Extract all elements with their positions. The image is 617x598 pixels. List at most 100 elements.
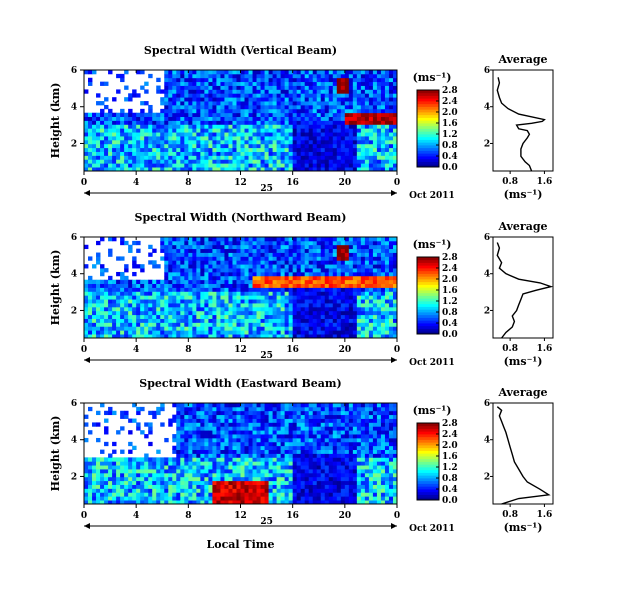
heatmap-cell: [176, 406, 181, 412]
heatmap-cell: [328, 81, 334, 86]
heatmap-cell: [104, 128, 109, 133]
heatmap-cell: [328, 322, 334, 327]
heatmap-cell: [240, 283, 245, 288]
heatmap-cell: [364, 81, 370, 86]
heatmap-cell: [268, 318, 273, 323]
heatmap-cell: [328, 326, 334, 331]
heatmap-cell: [108, 496, 113, 501]
heatmap-cell: [316, 143, 322, 149]
heatmap-cell: [220, 264, 225, 269]
heatmap-cell: [152, 314, 157, 319]
heatmap-cell: [316, 260, 322, 265]
heatmap-cell: [252, 264, 257, 269]
heatmap-cell: [172, 330, 177, 335]
heatmap-cell: [276, 240, 282, 246]
heatmap-cell: [144, 283, 149, 288]
heatmap-cell: [348, 151, 354, 156]
heatmap-cell: [164, 260, 169, 265]
heatmap-cell: [276, 291, 282, 296]
heatmap-cell: [284, 147, 290, 152]
heatmap-cell: [292, 334, 298, 339]
heatmap-cell: [228, 492, 233, 497]
heatmap-cell: [96, 322, 101, 327]
heatmap-cell: [248, 434, 253, 439]
heatmap-cell: [308, 299, 314, 304]
heatmap-cell: [116, 303, 121, 308]
heatmap-cell: [332, 108, 338, 114]
heatmap-cell: [104, 291, 109, 296]
heatmap-cell: [300, 252, 306, 257]
heatmap-cell: [192, 70, 197, 75]
heatmap-cell: [120, 476, 125, 482]
heatmap-cell: [360, 143, 366, 149]
heatmap-cell: [220, 244, 225, 250]
heatmap-cell: [332, 136, 338, 141]
heatmap-cell: [364, 73, 370, 79]
heatmap-cell: [320, 77, 326, 83]
heatmap-cell: [204, 77, 209, 83]
heatmap-cell: [260, 295, 265, 300]
heatmap-cell: [132, 260, 137, 265]
heatmap-cell: [348, 143, 354, 149]
heatmap-cell: [352, 291, 358, 296]
heatmap-cell: [228, 260, 233, 265]
heatmap-cell: [276, 143, 282, 149]
colorbar-segment: [417, 125, 439, 129]
heatmap-cell: [324, 271, 330, 277]
heatmap-cell: [360, 310, 366, 316]
heatmap-cell: [280, 314, 286, 319]
heatmap-cell: [228, 97, 233, 102]
heatmap-cell: [256, 410, 261, 416]
heatmap-cell: [112, 465, 117, 470]
heatmap-cell: [192, 116, 197, 121]
heatmap-cell: [172, 93, 177, 98]
heatmap-cell: [96, 469, 101, 474]
heatmap-cell: [288, 128, 294, 133]
heatmap-cell: [128, 143, 133, 149]
heatmap-cell: [260, 445, 265, 451]
heatmap-cell: [156, 306, 161, 312]
heatmap-cell: [236, 322, 241, 327]
heatmap-cell: [216, 93, 221, 98]
heatmap-cell: [248, 89, 253, 94]
heatmap-cell: [248, 73, 253, 79]
heatmap-cell: [232, 260, 237, 265]
heatmap-cell: [356, 334, 362, 339]
heatmap-cell: [240, 252, 245, 257]
heatmap-cell: [248, 437, 253, 443]
heatmap-cell: [344, 81, 350, 86]
heatmap-cell: [252, 484, 257, 489]
heatmap-cell: [248, 472, 253, 478]
heatmap-cell: [300, 310, 306, 316]
heatmap-cell: [284, 116, 290, 121]
heatmap-cell: [308, 167, 314, 172]
heatmap-cell: [256, 469, 261, 474]
heatmap-cell: [128, 457, 133, 462]
colorbar-segment: [417, 259, 439, 263]
heatmap-cell: [144, 310, 149, 316]
heatmap-cell: [328, 155, 334, 160]
heatmap-cell: [308, 143, 314, 149]
heatmap-cell: [272, 85, 278, 90]
heatmap-cell: [388, 108, 394, 114]
heatmap-cell: [96, 136, 101, 141]
heatmap-cell: [252, 441, 257, 447]
heatmap-cell: [104, 303, 109, 308]
heatmap-cell: [308, 306, 314, 312]
heatmap-cell: [220, 287, 225, 292]
heatmap-cell: [180, 124, 185, 129]
heatmap-cell: [312, 306, 318, 312]
heatmap-cell: [128, 488, 133, 493]
heatmap-cell: [324, 101, 330, 106]
heatmap-cell: [364, 256, 370, 261]
heatmap-cell: [244, 441, 249, 447]
heatmap-cell: [100, 271, 105, 277]
heatmap-cell: [376, 85, 382, 90]
heatmap-cell: [252, 500, 257, 505]
heatmap-cell: [276, 256, 282, 261]
heatmap-cell: [188, 240, 193, 246]
heatmap-cell: [248, 310, 253, 316]
heatmap-cell: [316, 303, 322, 308]
heatmap-cell: [104, 147, 109, 152]
heatmap-cell: [144, 101, 149, 106]
